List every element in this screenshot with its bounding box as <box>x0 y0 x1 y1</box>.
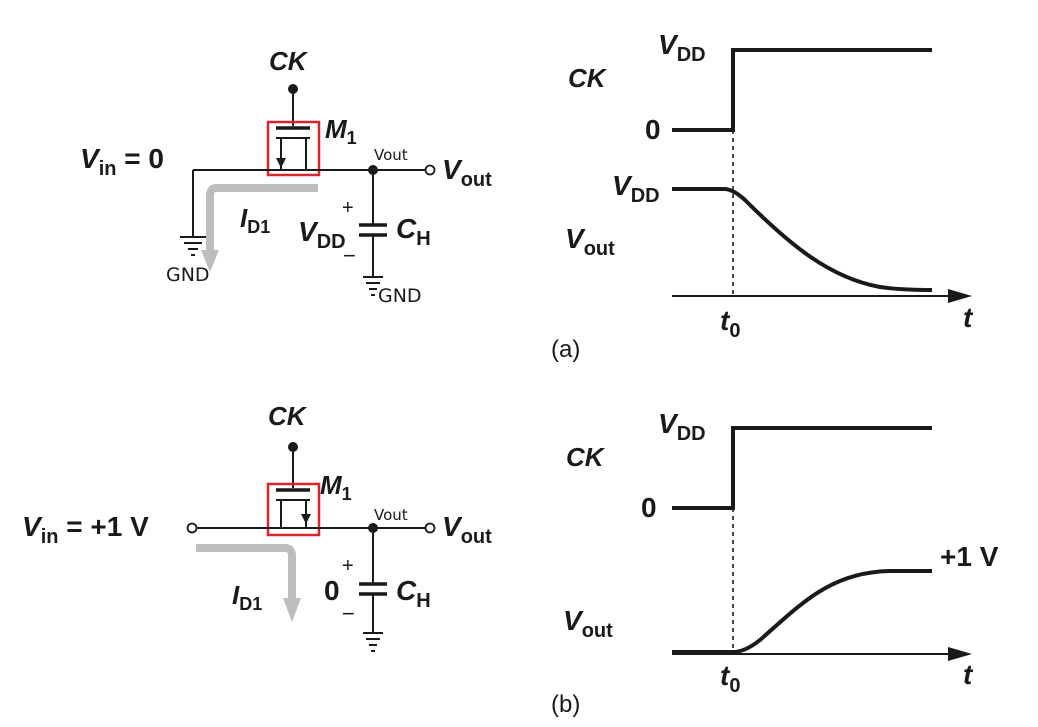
cap-plus: + <box>342 555 354 577</box>
current-path <box>206 184 318 252</box>
current-arrow-icon <box>283 598 301 622</box>
vdd-level-label: VDD <box>658 29 706 66</box>
vout-waveform <box>672 187 933 292</box>
transistor-label: M1 <box>320 470 352 504</box>
caption-b: (b) <box>551 691 580 718</box>
ck-wave-label: CK <box>566 442 606 472</box>
vout-label: Vout <box>442 154 492 191</box>
t-label: t <box>963 302 974 333</box>
circuit-b: CK M1 Vin = +1 V ID1 Vout Vout + − 0 <box>22 401 492 652</box>
vout-handwritten: Vout <box>374 146 408 164</box>
cap-minus: − <box>342 601 355 626</box>
current-label: ID1 <box>240 203 270 237</box>
waveform-b: CK VDD 0 +1 V Vout t0 t (b) <box>551 408 999 718</box>
vout-label: Vout <box>442 511 492 548</box>
transistor-highlight <box>266 120 321 177</box>
cap-voltage-label: VDD <box>298 216 346 253</box>
output-terminal <box>424 164 436 176</box>
current-label: ID1 <box>232 580 262 614</box>
waveform-a: CK VDD 0 VDD Vout t0 t (a) <box>551 29 974 363</box>
t-label: t <box>963 659 974 690</box>
t0-label: t0 <box>720 305 740 342</box>
ck-label: CK <box>268 401 308 431</box>
circuit-a: CK M1 Vin = 0 GND ID1 <box>80 46 492 307</box>
output-terminal <box>424 522 436 534</box>
cap-plus: + <box>342 197 354 219</box>
input-terminal <box>186 522 198 534</box>
current-path <box>196 544 296 600</box>
time-axis-arrow-icon <box>948 289 972 303</box>
vout-wave-label: Vout <box>565 223 615 260</box>
t0-label: t0 <box>720 660 740 697</box>
ck-waveform <box>672 48 932 132</box>
vout-waveform <box>672 569 932 654</box>
gnd-left-label: GND <box>166 264 210 286</box>
ck-label: CK <box>269 46 309 76</box>
vout-wave-label: Vout <box>563 605 613 642</box>
zero-level-label: 0 <box>645 114 661 145</box>
ck-waveform <box>672 426 932 510</box>
source-arrow-icon <box>301 514 311 524</box>
gnd-right-label: GND <box>378 285 422 307</box>
ground-left-icon <box>180 236 206 256</box>
cap-label: CH <box>396 575 431 612</box>
ground-right-icon <box>363 276 383 296</box>
vout-handwritten: Vout <box>374 506 408 524</box>
final-value-label: +1 V <box>940 541 999 572</box>
transistor-highlight <box>266 482 321 537</box>
transistor-label: M1 <box>325 114 357 148</box>
vdd-level-label: VDD <box>658 408 706 445</box>
source-arrow-icon <box>276 158 286 168</box>
zero-level-label: 0 <box>641 492 657 523</box>
ground-icon <box>363 632 383 652</box>
ck-wave-label: CK <box>568 63 608 93</box>
vout-start-label: VDD <box>612 170 660 207</box>
vin-label: Vin = 0 <box>80 143 164 180</box>
current-arrow-icon <box>201 250 219 272</box>
cap-minus: − <box>343 243 356 268</box>
time-axis-arrow-icon <box>948 647 972 661</box>
vin-label: Vin = +1 V <box>22 511 149 548</box>
cap-voltage-label: 0 <box>324 575 340 606</box>
caption-a: (a) <box>551 336 580 363</box>
cap-label: CH <box>396 213 431 250</box>
